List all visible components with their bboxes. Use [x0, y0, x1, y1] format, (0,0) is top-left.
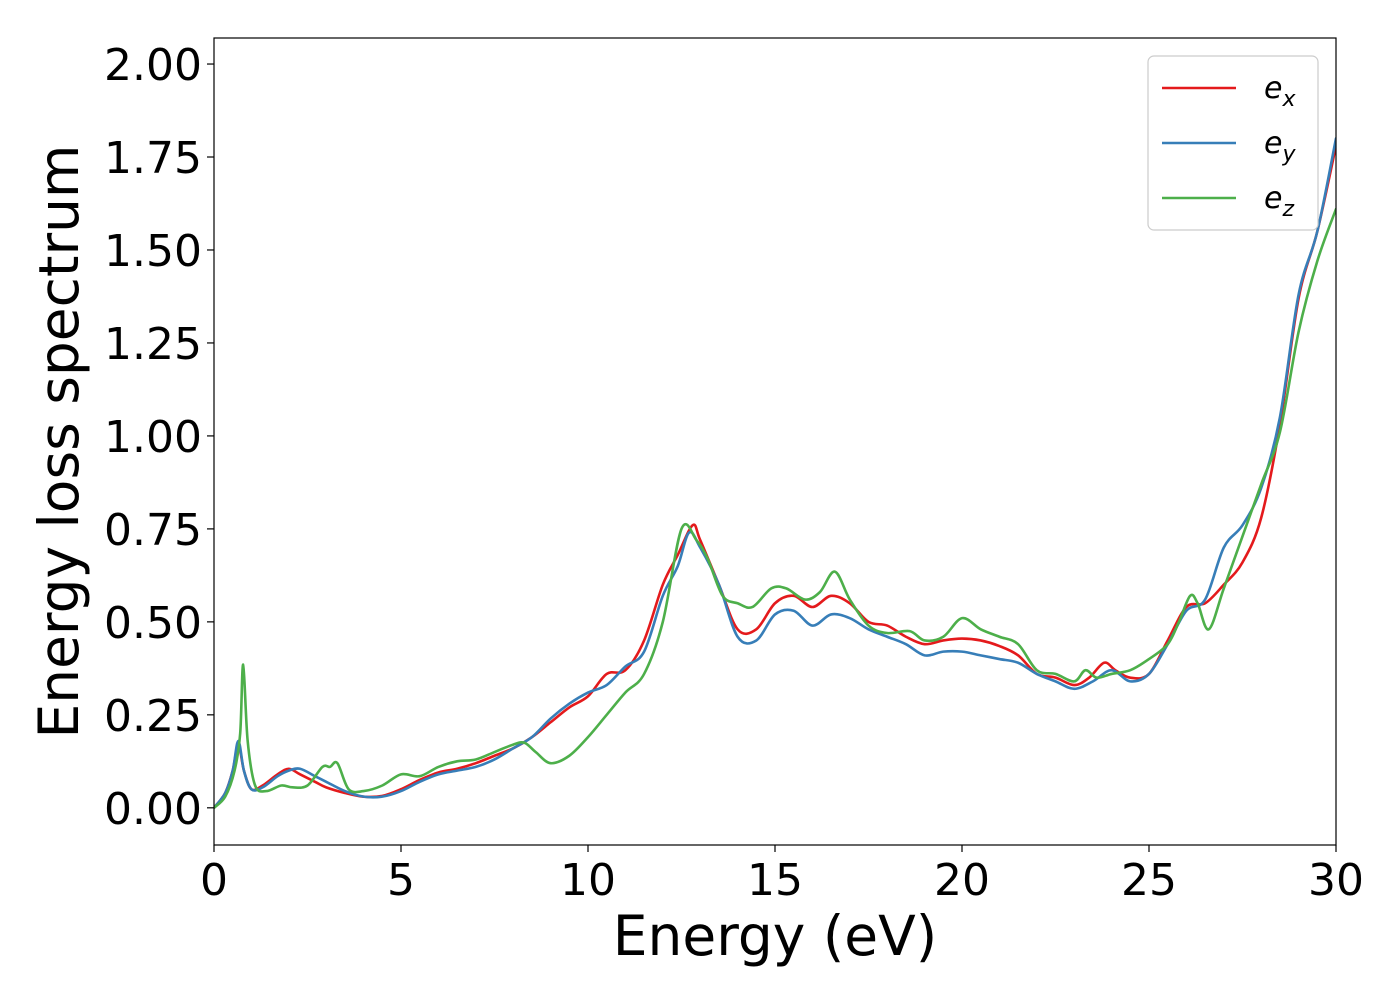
x-tick-label: 25 — [1121, 855, 1177, 906]
y-tick-label: 0.00 — [104, 784, 202, 835]
y-tick-label: 0.75 — [104, 505, 202, 556]
legend-label: ex — [1264, 71, 1296, 112]
y-tick-label: 1.50 — [104, 226, 202, 277]
legend-label: ey — [1264, 126, 1296, 167]
y-tick-label: 0.50 — [104, 598, 202, 649]
x-axis-ticks: 0 5 10 15 20 25 30 — [200, 845, 1364, 906]
series-layer — [214, 137, 1336, 810]
y-tick-label: 1.00 — [104, 412, 202, 463]
x-tick-label: 0 — [200, 855, 228, 906]
series-line-y — [214, 137, 1336, 810]
legend-label: ez — [1264, 181, 1294, 222]
y-tick-label: 0.25 — [104, 691, 202, 742]
y-axis-label: Energy loss spectrum — [27, 144, 91, 738]
x-tick-label: 15 — [747, 855, 803, 906]
x-axis-label: Energy (eV) — [613, 904, 937, 968]
x-tick-label: 10 — [560, 855, 616, 906]
y-tick-label: 2.00 — [104, 40, 202, 91]
legend-entry-x: ex — [1162, 71, 1296, 112]
legend-entry-y: ey — [1162, 126, 1296, 167]
y-axis-ticks: 0.00 0.25 0.50 0.75 1.00 1.25 1.50 1.75 2.00 — [104, 40, 214, 835]
legend: ex ey ez — [1147, 55, 1319, 231]
y-tick-label: 1.25 — [104, 319, 202, 370]
y-tick-label: 1.75 — [104, 133, 202, 184]
series-line-z — [214, 207, 1336, 810]
x-tick-label: 30 — [1308, 855, 1364, 906]
x-tick-label: 5 — [387, 855, 415, 906]
legend-entry-z: ez — [1162, 181, 1294, 222]
x-tick-label: 20 — [934, 855, 990, 906]
